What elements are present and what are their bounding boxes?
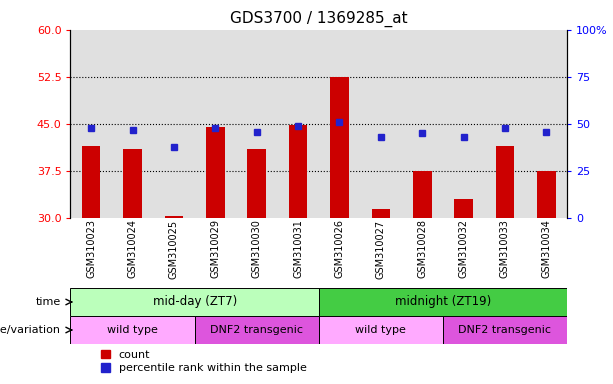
Bar [165, 216, 183, 218]
Title: GDS3700 / 1369285_at: GDS3700 / 1369285_at [230, 11, 408, 27]
Text: genotype/variation: genotype/variation [0, 325, 61, 335]
Bar [402, 30, 443, 218]
Bar [319, 288, 567, 316]
Text: mid-day (ZT7): mid-day (ZT7) [153, 296, 237, 308]
Bar [496, 146, 514, 218]
Bar [70, 30, 112, 218]
Bar [443, 30, 484, 218]
Text: wild type: wild type [107, 325, 158, 335]
Bar [123, 149, 142, 218]
Bar [195, 30, 236, 218]
Bar [330, 77, 349, 218]
Bar [70, 316, 195, 344]
Bar [526, 30, 567, 218]
Bar [413, 171, 432, 218]
Bar [319, 30, 360, 218]
Bar [443, 316, 567, 344]
Bar [537, 171, 555, 218]
Bar [289, 125, 307, 218]
Bar [371, 209, 390, 218]
Bar [277, 30, 319, 218]
Bar [360, 30, 402, 218]
Text: midnight (ZT19): midnight (ZT19) [395, 296, 491, 308]
Bar [236, 30, 277, 218]
Text: time: time [36, 297, 61, 307]
Text: DNF2 transgenic: DNF2 transgenic [210, 325, 303, 335]
Bar [484, 30, 526, 218]
Bar [70, 288, 319, 316]
Bar [112, 30, 153, 218]
Bar [248, 149, 266, 218]
Bar [82, 146, 101, 218]
Text: wild type: wild type [356, 325, 406, 335]
Bar [454, 199, 473, 218]
Bar [195, 316, 319, 344]
Bar [206, 127, 224, 218]
Bar [319, 316, 443, 344]
Text: DNF2 transgenic: DNF2 transgenic [459, 325, 552, 335]
Bar [153, 30, 195, 218]
Legend: count, percentile rank within the sample: count, percentile rank within the sample [101, 349, 306, 373]
